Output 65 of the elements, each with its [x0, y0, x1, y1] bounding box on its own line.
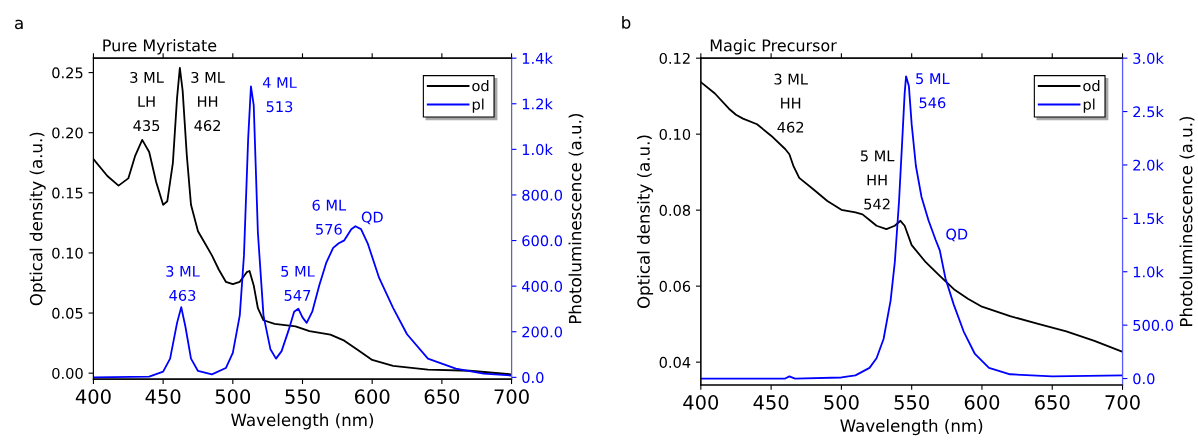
- y2-tick-label: 600.0: [522, 235, 563, 247]
- text: a: [15, 19, 23, 30]
- x-tick-label: 700: [1105, 395, 1140, 410]
- y-tick-label: 0.15: [52, 187, 83, 199]
- y2-tick-label: 1.5k: [1133, 212, 1164, 225]
- y2-tick-label: 2.5k: [1133, 106, 1164, 118]
- y2-tick-label: 1.4k: [522, 52, 553, 64]
- x-tick-label: 600: [964, 395, 1000, 410]
- y2-tick-label: 3.0k: [1133, 52, 1164, 64]
- x-tick-label: 700: [494, 389, 529, 404]
- y2-tick-label: 200.0: [522, 326, 563, 338]
- legend-label: od: [472, 80, 489, 92]
- x-tick-label: 650: [1035, 395, 1070, 410]
- annotation: 6 ML 576: [312, 199, 347, 235]
- y-tick-label: 0.06: [659, 280, 691, 292]
- annotation: 5 ML HH 542: [860, 150, 895, 210]
- x-tick-label: 600: [354, 389, 390, 404]
- x-tick-label: 450: [145, 389, 181, 404]
- y-tick-label: 0.20: [52, 127, 83, 139]
- x-axis-title: Wavelength (nm): [840, 419, 983, 436]
- annotation: QD: [361, 211, 383, 225]
- annotation: 3 ML 463: [166, 265, 200, 301]
- y2-tick-label: 1.0k: [522, 143, 553, 156]
- y2-tick-label: 500.0: [1133, 319, 1174, 331]
- x-tick-label: 550: [285, 389, 320, 404]
- annotation: 3 ML LH 435: [130, 71, 164, 132]
- y2-axis-title: Photoluminescence (a.u.): [568, 114, 584, 324]
- y2-tick-label: 0.0: [522, 372, 544, 384]
- y-tick-label: 0.00: [52, 367, 83, 379]
- y-tick-label: 0.12: [659, 52, 690, 64]
- annotation: 3 ML HH 462: [191, 71, 225, 132]
- y2-tick-label: 800.0: [522, 189, 563, 201]
- annotation: 4 ML 513: [262, 77, 297, 113]
- x-tick-label: 500: [215, 389, 251, 404]
- y-tick-label: 0.10: [52, 247, 83, 259]
- x-tick-label: 400: [683, 395, 719, 410]
- x-tick-label: 400: [75, 389, 111, 404]
- y-axis-title: Optical density (a.u.): [636, 135, 654, 309]
- text: b: [622, 15, 631, 29]
- y-tick-label: 0.25: [52, 67, 83, 79]
- legend-label: pl: [472, 98, 484, 113]
- y-tick-label: 0.10: [659, 128, 691, 140]
- y2-axis-title: Photoluminescence (a.u.): [1179, 116, 1195, 327]
- x-tick-label: 550: [894, 395, 929, 410]
- chart-title: Magic Precursor: [710, 39, 837, 55]
- y-tick-label: 0.05: [52, 307, 83, 319]
- y-tick-label: 0.04: [659, 356, 691, 368]
- x-tick-label: 650: [424, 389, 460, 404]
- annotation: 3 ML HH 462: [774, 73, 808, 133]
- x-tick-label: 500: [824, 395, 859, 410]
- legend-label: pl: [1083, 98, 1095, 113]
- annotation: QD: [946, 228, 968, 242]
- legend-label: od: [1083, 80, 1100, 92]
- x-tick-label: 450: [753, 395, 789, 410]
- y2-tick-label: 1.2k: [522, 98, 553, 110]
- y-tick-label: 0.08: [659, 204, 691, 216]
- y-axis-title: Optical density (a.u.): [29, 132, 46, 306]
- x-axis-title: Wavelength (nm): [231, 413, 374, 430]
- y2-tick-label: 2.0k: [1133, 159, 1164, 171]
- y2-tick-label: 0.0: [1133, 373, 1155, 385]
- y2-tick-label: 400.0: [521, 280, 563, 292]
- annotation: 5 ML 546: [916, 73, 950, 109]
- y2-tick-label: 1.0k: [1133, 266, 1164, 278]
- chart-title: Pure Myristate: [103, 39, 217, 55]
- annotation: 5 ML 547: [281, 265, 315, 301]
